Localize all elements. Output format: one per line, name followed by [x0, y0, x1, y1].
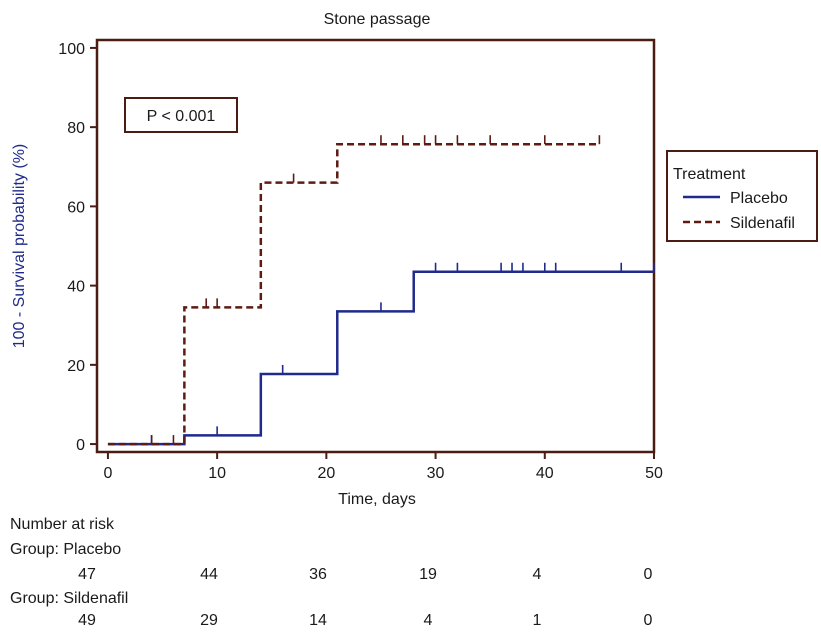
- p-value-label: P < 0.001: [147, 108, 216, 125]
- legend-label-placebo: Placebo: [730, 190, 788, 207]
- survival-chart: Stone passage 0 20 40 60 80 100 0 10 20 30 40 50 1…: [11, 11, 818, 508]
- legend-label-sildenafil: Sildenafil: [730, 215, 795, 232]
- risk-value: 49: [78, 612, 96, 629]
- series-line-placebo: [107, 270, 654, 446]
- risk-group-label-sildenafil: Group: Sildenafil: [10, 590, 129, 607]
- y-axis-label: 100 - Survival probability (%): [11, 144, 28, 349]
- risk-value: 1: [532, 612, 542, 629]
- legend: Treatment Placebo Sildenafil: [666, 150, 818, 242]
- risk-value: 44: [200, 566, 218, 583]
- y-tick-label: 20: [67, 358, 85, 375]
- risk-group-label-placebo: Group: Placebo: [10, 541, 122, 558]
- chart-title: Stone passage: [324, 11, 431, 28]
- x-axis-label: Time, days: [338, 491, 416, 508]
- y-tick-label: 0: [76, 437, 85, 454]
- risk-value: 36: [309, 566, 327, 583]
- plot-frame: [95, 38, 656, 454]
- p-value-box: P < 0.001: [124, 97, 238, 133]
- risk-value: 47: [78, 566, 96, 583]
- risk-value: 4: [423, 612, 433, 629]
- y-tick-label: 100: [58, 41, 85, 58]
- y-tick-label: 80: [67, 120, 85, 137]
- risk-value: 19: [419, 566, 437, 583]
- y-axis: 0 20 40 60 80 100: [58, 41, 97, 454]
- x-tick-label: 40: [536, 465, 554, 482]
- x-tick-label: 10: [208, 465, 226, 482]
- risk-value: 29: [200, 612, 218, 629]
- x-axis: 0 10 20 30 40 50: [103, 452, 663, 482]
- x-tick-label: 20: [317, 465, 335, 482]
- x-tick-label: 50: [645, 465, 663, 482]
- risk-value: 0: [643, 612, 653, 629]
- risk-table-heading: Number at risk: [10, 516, 115, 533]
- risk-value: 0: [643, 566, 653, 583]
- legend-frame: [666, 150, 818, 242]
- risk-value: 14: [309, 612, 327, 629]
- x-tick-label: 30: [427, 465, 445, 482]
- p-value-frame: [124, 97, 238, 133]
- series-line-sildenafil: [107, 142, 600, 446]
- series-layer: [107, 135, 655, 446]
- y-tick-label: 40: [67, 279, 85, 296]
- risk-value: 4: [532, 566, 542, 583]
- legend-title: Treatment: [673, 166, 746, 183]
- y-tick-label: 60: [67, 199, 85, 216]
- x-tick-label: 0: [103, 465, 112, 482]
